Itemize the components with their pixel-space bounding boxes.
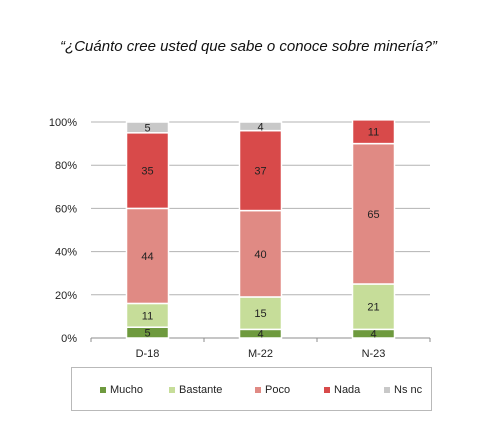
chart-legend: Mucho Bastante Poco Nada Ns nc: [71, 367, 432, 411]
legend-item: Nada: [324, 382, 360, 398]
bar-segment: [351, 119, 396, 145]
chart-title: “¿Cuánto cree usted que sabe o conoce so…: [60, 38, 437, 55]
data-label: 4: [370, 329, 376, 341]
data-label: 5: [144, 122, 150, 134]
data-label: 4: [257, 329, 263, 341]
bar-segment: [238, 121, 283, 132]
data-label: 4: [257, 121, 263, 133]
legend-label: Ns nc: [394, 384, 423, 396]
legend-label: Mucho: [110, 384, 144, 396]
data-label: 40: [254, 249, 266, 261]
legend-label: Poco: [265, 384, 291, 396]
legend-item: Mucho: [100, 382, 143, 398]
x-tick-label: D-18: [136, 348, 160, 360]
data-label: 37: [254, 166, 266, 178]
legend-swatch: [324, 387, 330, 393]
data-label: 11: [368, 127, 379, 139]
y-tick-label: 40%: [55, 247, 77, 259]
data-label: 35: [141, 166, 153, 178]
y-tick-label: 100%: [49, 117, 77, 129]
legend-item: Poco: [255, 382, 290, 398]
y-tick-label: 0%: [61, 333, 77, 345]
data-label: 11: [142, 310, 153, 322]
bar-segment: [238, 296, 283, 331]
y-tick-label: 20%: [55, 290, 77, 302]
y-tick-label: 80%: [55, 160, 77, 172]
bar-segment: [125, 121, 170, 134]
legend-swatch: [100, 387, 106, 393]
bar-segment: [351, 283, 396, 331]
x-tick-label: M-22: [248, 348, 273, 360]
legend-swatch: [169, 387, 175, 393]
y-tick-label: 60%: [55, 203, 77, 215]
stacked-bar-chart: 0% 20% 40% 60% 80% 100% 5 11 44 35 5 D-18 4 15 40 37 4 M-…: [49, 117, 431, 360]
legend-item: Bastante: [169, 382, 222, 398]
data-label: 44: [141, 251, 153, 263]
data-label: 15: [254, 308, 266, 320]
data-label: 5: [144, 328, 150, 340]
data-label: 21: [367, 302, 379, 314]
bar-segment: [351, 142, 396, 285]
legend-item: Ns nc: [384, 382, 422, 398]
legend-swatch: [384, 387, 390, 393]
legend-swatch: [255, 387, 261, 393]
data-label: 65: [367, 209, 379, 221]
legend-label: Bastante: [179, 384, 223, 396]
x-tick-label: N-23: [362, 348, 386, 360]
legend-label: Nada: [334, 384, 361, 396]
